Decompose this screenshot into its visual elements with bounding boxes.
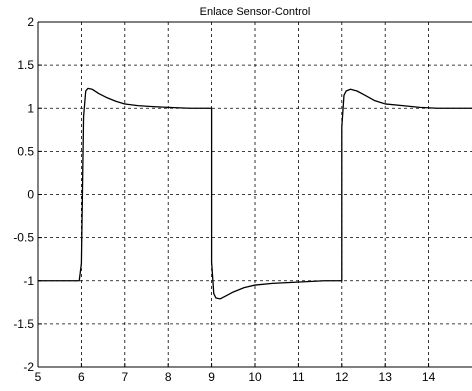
x-tick-label: 9	[208, 370, 215, 384]
series-group	[38, 87, 472, 300]
y-tick-label: -1.5	[13, 317, 34, 331]
y-tick-label: 1.5	[17, 58, 34, 72]
x-tick-label: 6	[78, 370, 85, 384]
x-tick-label: 7	[121, 370, 128, 384]
x-tick-label: 12	[335, 370, 349, 384]
chart-title: Enlace Sensor-Control	[200, 6, 311, 18]
y-tick-label: 0	[27, 188, 34, 202]
y-tick-label: -1	[23, 274, 34, 288]
series-line	[38, 87, 472, 300]
ticks: 5 6 7 8 9 10 11 12 13 14 -2 -1.5 -1 -0.5 0 0.5 1 1.5 2	[13, 15, 435, 384]
x-tick-label: 8	[165, 370, 172, 384]
x-tick-label: 14	[422, 370, 436, 384]
y-tick-label: -0.5	[13, 231, 34, 245]
x-tick-label: 10	[248, 370, 262, 384]
y-tick-label: 2	[27, 15, 34, 29]
y-tick-label: -2	[23, 360, 34, 374]
x-tick-label: 5	[35, 370, 42, 384]
y-tick-label: 1	[27, 101, 34, 115]
y-tick-label: 0.5	[17, 144, 34, 158]
grid	[38, 22, 472, 367]
x-tick-label: 11	[292, 370, 305, 384]
x-tick-label: 13	[379, 370, 393, 384]
